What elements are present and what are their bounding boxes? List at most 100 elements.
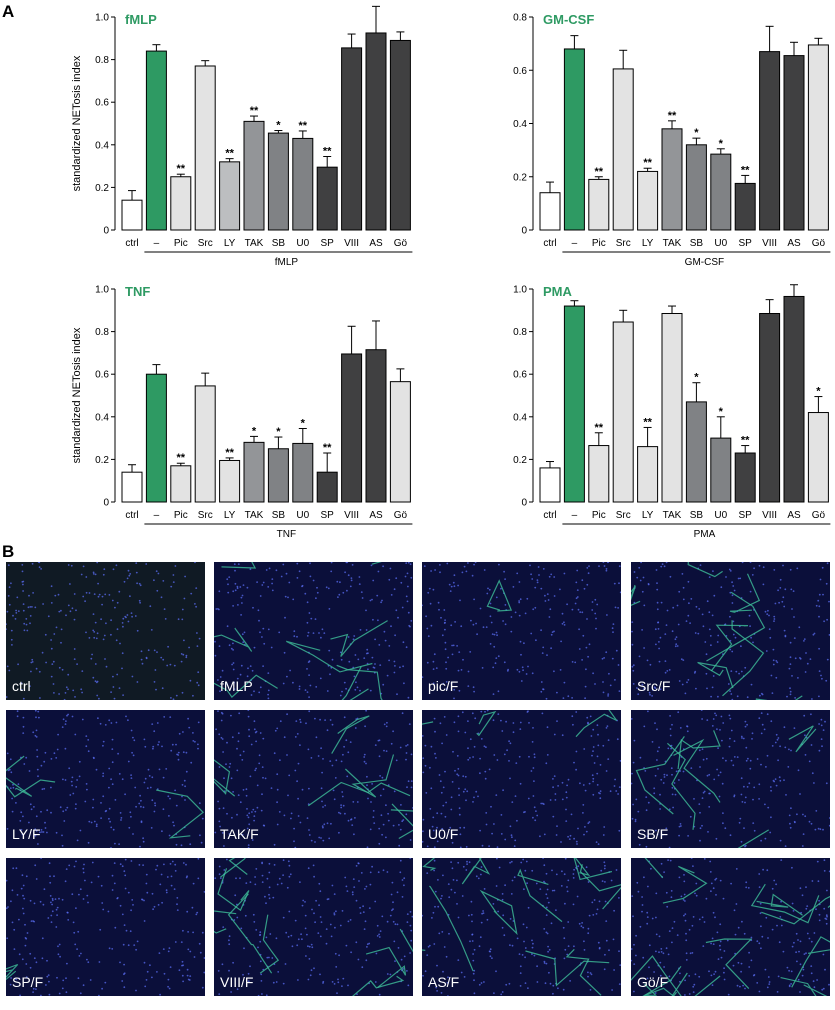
bar-VIII <box>759 51 781 231</box>
significance-mark: * <box>719 406 724 418</box>
x-tick-label: SB <box>272 238 286 249</box>
micrograph-label: U0/F <box>428 826 459 842</box>
x-tick-label: Src <box>616 510 631 521</box>
bar-Gö <box>389 381 411 503</box>
y-axis-label: standardized NETosis index <box>71 327 83 463</box>
bar-TAK <box>243 120 265 231</box>
y-tick-label: 0.4 <box>95 140 109 151</box>
micrograph-label: ctrl <box>12 678 31 694</box>
x-tick-label: Gö <box>812 510 826 521</box>
x-tick-label: SB <box>690 510 704 521</box>
panel-a-letter: A <box>2 2 15 21</box>
x-tick-label: U0 <box>296 510 309 521</box>
x-tick-label: AS <box>369 238 383 249</box>
significance-mark: * <box>276 426 281 438</box>
fmlp-bar-chart: standardized NETosis index 0 0.2 0.4 0.6 0.8 1… <box>71 5 413 268</box>
y-tick-label: 0.6 <box>513 370 527 381</box>
bar-– <box>145 50 167 231</box>
x-tick-label: TAK <box>245 510 264 521</box>
x-tick-label: SP <box>321 510 335 521</box>
x-tick-label: Pic <box>592 238 606 249</box>
bar-U0 <box>292 442 314 503</box>
bar-ctrl <box>121 471 143 503</box>
bar-SP <box>734 452 756 503</box>
micrograph-label: pic/F <box>428 678 459 694</box>
bar-Pic <box>588 445 610 503</box>
x-tick-label: SB <box>690 238 704 249</box>
x-tick-label: Gö <box>394 510 408 521</box>
micrograph-2: fMLP <box>214 562 413 700</box>
micrograph-3: pic/F <box>422 562 621 700</box>
y-tick-label: 0.8 <box>95 55 109 66</box>
x-tick-label: TAK <box>663 510 682 521</box>
y-tick-label: 0.6 <box>95 370 109 381</box>
significance-mark: ** <box>177 452 186 464</box>
micrograph-11: AS/F <box>422 858 621 996</box>
micrograph-1: ctrl <box>6 562 205 700</box>
significance-mark: ** <box>250 105 259 117</box>
bar-VIII <box>341 47 363 231</box>
x-tick-label: – <box>154 238 160 249</box>
x-tick-label: Pic <box>592 510 606 521</box>
significance-mark: * <box>276 120 281 132</box>
x-group-label: PMA <box>694 529 716 540</box>
bar-SP <box>316 166 338 231</box>
y-tick-label: 0.6 <box>513 66 527 77</box>
micrograph-label: LY/F <box>12 826 41 842</box>
bar-SB <box>685 401 707 503</box>
micrograph-label: SB/F <box>637 826 669 842</box>
x-tick-label: ctrl <box>125 510 138 521</box>
significance-mark: ** <box>643 157 652 169</box>
bar-ctrl <box>121 199 143 231</box>
x-group-label: GM-CSF <box>685 257 724 268</box>
significance-mark: ** <box>177 163 186 175</box>
significance-mark: ** <box>595 422 604 434</box>
x-tick-label: SP <box>739 510 753 521</box>
x-tick-label: Src <box>198 510 213 521</box>
bar-– <box>563 305 585 503</box>
x-tick-label: VIII <box>344 238 359 249</box>
micrograph-4: Src/F <box>631 562 830 700</box>
x-tick-label: LY <box>224 510 236 521</box>
bar-ctrl <box>539 467 561 503</box>
micrograph-6: TAK/F <box>214 710 413 848</box>
bar-SB <box>267 448 289 503</box>
x-tick-label: SB <box>272 510 286 521</box>
significance-mark: ** <box>225 447 234 459</box>
x-tick-label: VIII <box>762 238 777 249</box>
y-tick-label: 1.0 <box>513 285 527 296</box>
x-tick-label: VIII <box>344 510 359 521</box>
x-tick-label: Gö <box>812 238 826 249</box>
micrograph-5: LY/F <box>6 710 205 848</box>
bar-TAK <box>661 128 683 231</box>
bar-SP <box>316 471 338 503</box>
significance-mark: * <box>252 425 257 437</box>
micrograph-image <box>422 562 621 700</box>
micrograph-image <box>6 710 205 848</box>
bar-SB <box>267 132 289 231</box>
bar-AS <box>783 295 805 503</box>
y-tick-label: 0.2 <box>95 455 109 466</box>
y-tick-label: 0.6 <box>95 98 109 109</box>
y-tick-label: 0.8 <box>513 327 527 338</box>
x-tick-label: LY <box>642 510 654 521</box>
significance-mark: * <box>816 386 821 398</box>
x-tick-label: SP <box>739 238 753 249</box>
x-tick-label: AS <box>369 510 383 521</box>
x-tick-label: AS <box>787 238 801 249</box>
y-tick-label: 0.8 <box>513 13 527 24</box>
micrograph-image <box>422 710 621 848</box>
bar-Pic <box>170 176 192 231</box>
bar-TAK <box>661 312 683 503</box>
chart-title: PMA <box>543 284 573 299</box>
significance-mark: ** <box>323 146 332 158</box>
bar-Gö <box>807 412 829 503</box>
significance-mark: ** <box>643 416 652 428</box>
x-tick-label: LY <box>642 238 654 249</box>
significance-mark: ** <box>741 164 750 176</box>
chart-title: fMLP <box>125 12 157 27</box>
bar-VIII <box>759 312 781 503</box>
x-tick-label: – <box>572 238 578 249</box>
